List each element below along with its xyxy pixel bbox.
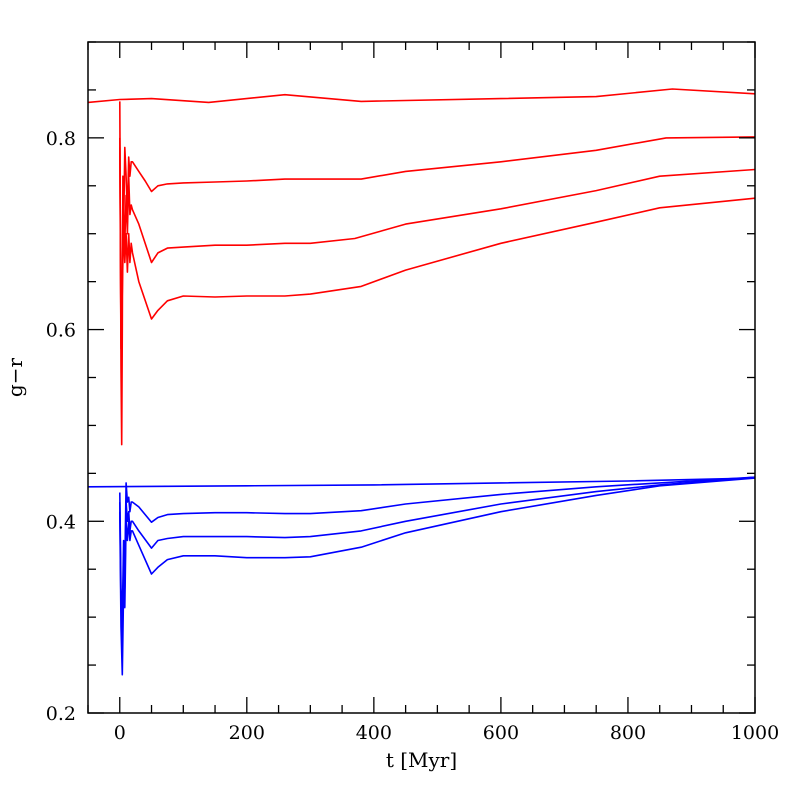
x-tick-label: 200 xyxy=(229,722,265,744)
series-layer xyxy=(87,88,756,676)
series-line-8 xyxy=(119,477,756,676)
series-line-2 xyxy=(119,101,756,446)
series-line-4 xyxy=(119,147,756,350)
y-axis-label: g−r xyxy=(3,358,27,398)
series-line-5 xyxy=(87,477,756,488)
x-axis-label: t [Myr] xyxy=(386,748,457,772)
tick-labels-layer: 0 200 400 600 800 1000 0.2 0.4 0.6 0.8 xyxy=(46,128,779,744)
x-tick-label: 600 xyxy=(483,722,519,744)
series-line-1 xyxy=(87,88,756,104)
y-tick-label: 0.4 xyxy=(46,511,76,533)
plot-frame xyxy=(87,41,756,714)
x-tick-label: 400 xyxy=(356,722,392,744)
y-tick-label: 0.2 xyxy=(46,703,76,725)
x-tick-label: 800 xyxy=(610,722,646,744)
x-tick-label: 1000 xyxy=(731,722,779,744)
series-line-6 xyxy=(119,476,756,618)
y-tick-label: 0.8 xyxy=(46,128,76,150)
ticks-layer xyxy=(87,41,756,714)
series-line-3 xyxy=(119,137,756,341)
y-tick-label: 0.6 xyxy=(46,320,76,342)
x-tick-label: 0 xyxy=(114,722,126,744)
